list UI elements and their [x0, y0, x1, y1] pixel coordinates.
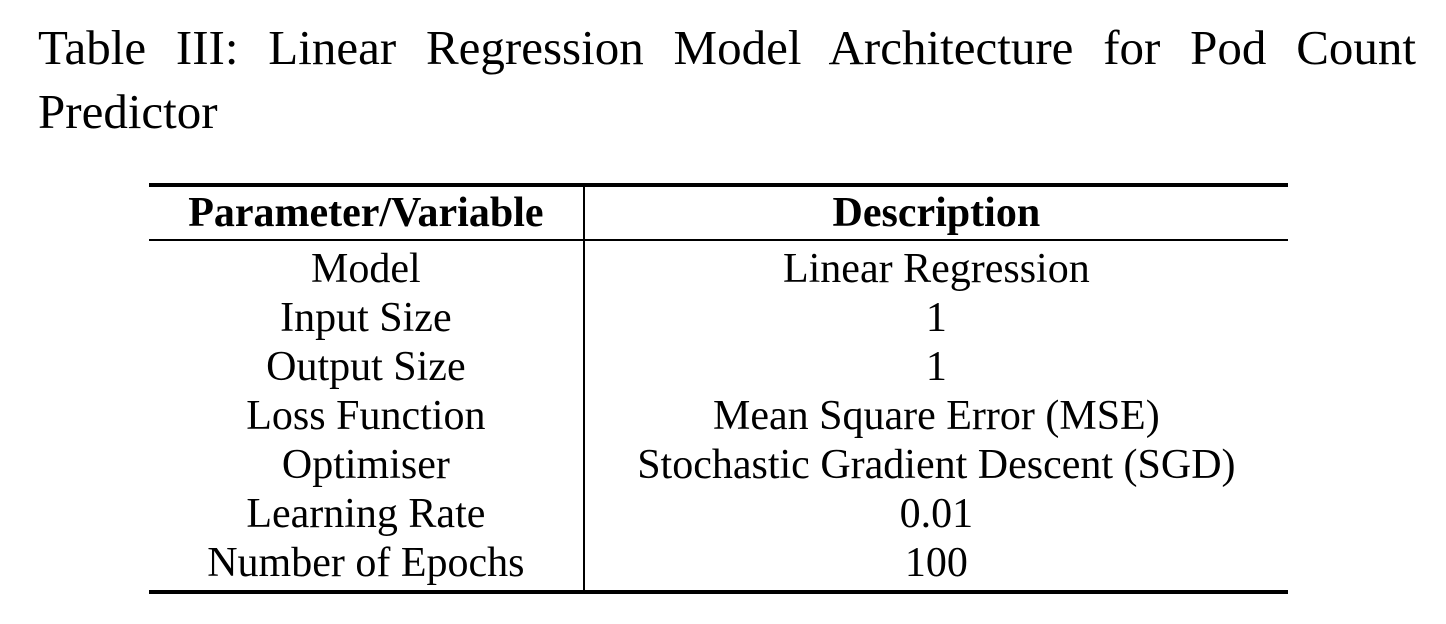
- parameter-cell: Model: [149, 240, 585, 294]
- description-cell: 1: [925, 295, 947, 341]
- parameter-cell: Output Size: [149, 343, 585, 392]
- parameter-cell: Input Size: [149, 294, 585, 343]
- table-row: Number of Epochs 100: [149, 539, 1288, 592]
- description-cell: Stochastic Gradient Descent (SGD): [637, 442, 1236, 488]
- table-row: Loss Function Mean Square Error (MSE): [149, 392, 1288, 441]
- parameter-cell: Learning Rate: [149, 490, 585, 539]
- description-cell: 1: [925, 344, 947, 390]
- architecture-table-container: Parameter/Variable Description Model Lin…: [149, 183, 1288, 594]
- table-row: Learning Rate 0.01: [149, 490, 1288, 539]
- table-row: Input Size 1: [149, 294, 1288, 343]
- column-header-parameter: Parameter/Variable: [149, 185, 585, 241]
- column-header-description: Description: [583, 185, 1288, 241]
- table-row: Model Linear Regression: [149, 240, 1288, 294]
- table-caption: Table III: Linear Regression Model Archi…: [38, 20, 1416, 139]
- parameter-cell: Optimiser: [149, 441, 585, 490]
- table-row: Output Size 1: [149, 343, 1288, 392]
- parameter-cell: Number of Epochs: [149, 539, 585, 592]
- description-cell: Linear Regression: [782, 246, 1090, 292]
- description-cell: Mean Square Error (MSE): [713, 393, 1160, 439]
- parameter-cell: Loss Function: [149, 392, 585, 441]
- header-row: Parameter/Variable Description: [149, 185, 1288, 241]
- table-row: Optimiser Stochastic Gradient Descent (S…: [149, 441, 1288, 490]
- description-cell: 100: [904, 540, 968, 586]
- architecture-table: Parameter/Variable Description Model Lin…: [149, 183, 1288, 594]
- description-cell: 0.01: [899, 491, 974, 537]
